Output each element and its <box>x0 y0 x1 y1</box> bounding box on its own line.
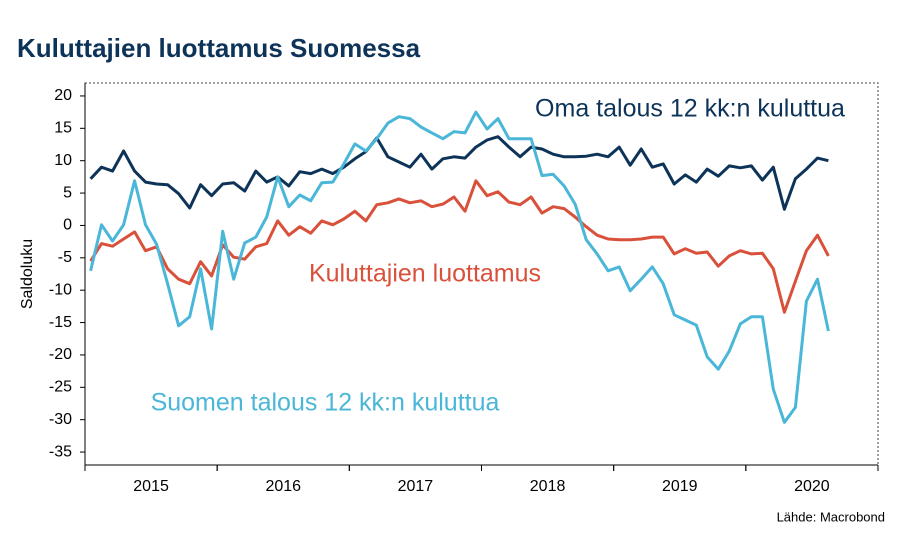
series-label: Suomen talous 12 kk:n kuluttua <box>151 389 500 417</box>
y-tick-label: -35 <box>49 443 72 460</box>
x-tick-label: 2015 <box>133 478 169 495</box>
y-tick-label: -25 <box>49 379 72 396</box>
chart-title: Kuluttajien luottamus Suomessa <box>17 33 421 63</box>
x-tick-label: 2016 <box>265 478 301 495</box>
plot-frame <box>84 82 879 466</box>
y-tick-label: -20 <box>49 346 72 363</box>
y-tick-label: 5 <box>63 184 72 201</box>
y-tick-label: 0 <box>63 217 72 234</box>
y-axis-label: Saldoluku <box>19 239 36 309</box>
source: Lähde: Macrobond <box>777 509 885 524</box>
y-tick-label: 15 <box>54 120 72 137</box>
y-tick-label: -5 <box>58 249 72 266</box>
y-tick-label: -15 <box>49 314 72 331</box>
y-tick-label: 10 <box>54 152 72 169</box>
x-tick-label: 2018 <box>530 478 566 495</box>
series-label: Kuluttajien luottamus <box>309 260 541 288</box>
series-label: Oma talous 12 kk:n kuluttua <box>535 95 845 123</box>
series-line <box>89 110 830 424</box>
x-tick-label: 2020 <box>794 478 830 495</box>
x-tick-label: 2017 <box>398 478 434 495</box>
x-tick-label: 2019 <box>662 478 698 495</box>
series-line <box>89 135 829 211</box>
series-line <box>89 179 830 314</box>
y-tick-label: -10 <box>49 281 72 298</box>
y-tick-label: 20 <box>54 87 72 104</box>
y-tick-label: -30 <box>49 411 72 428</box>
